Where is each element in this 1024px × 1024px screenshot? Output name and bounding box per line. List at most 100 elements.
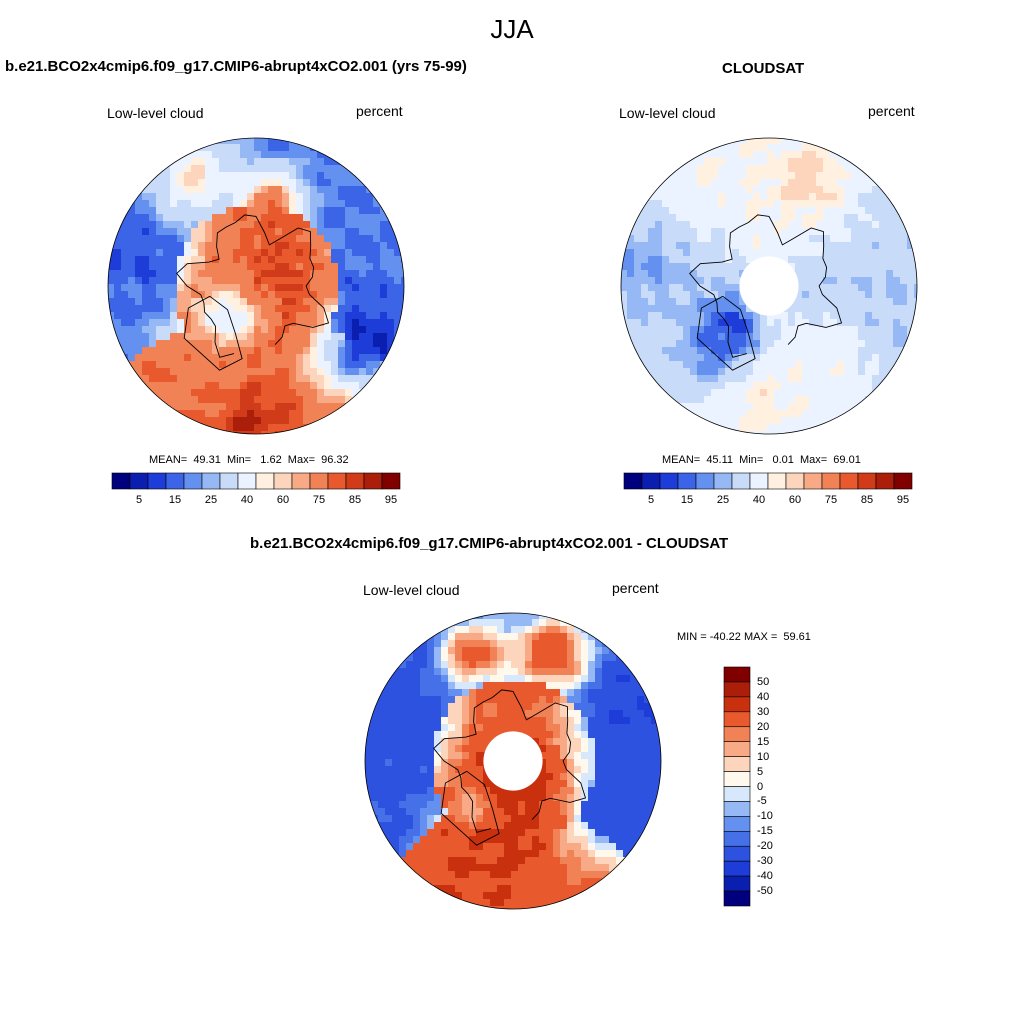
panel2-colorbar-swatch [623, 472, 643, 490]
panel2-colorbar-swatch [641, 472, 661, 490]
panel1-colorbar-swatch [345, 472, 365, 490]
panel3-colorbar-tick-label: -40 [757, 870, 773, 883]
panel2-colorbar-swatch [785, 472, 805, 490]
panel3-colorbar-swatch [723, 681, 751, 698]
panel1-colorbar-swatch [147, 472, 167, 490]
panel1-colorbar-swatch [129, 472, 149, 490]
panel1-stats: MEAN= 49.31 Min= 1.62 Max= 96.32 [149, 454, 349, 466]
panel3-colorbar-swatch [723, 771, 751, 787]
panel1-colorbar-tick-label: 75 [312, 494, 326, 506]
panel2-colorbar-swatch [893, 472, 913, 490]
panel2-title: CLOUDSAT [722, 60, 805, 77]
panel2-stats: MEAN= 45.11 Min= 0.01 Max= 69.01 [662, 454, 861, 466]
panel3-colorbar-swatch [723, 816, 751, 832]
panel2-map-boundary [620, 137, 918, 435]
panel1-colorbar-swatch [111, 472, 131, 490]
panel1-colorbar-labels: 5 15 25 40 60 75 85 95 [112, 494, 400, 508]
panel1-colorbar-svg [111, 472, 401, 490]
panel3-colorbar-swatch [723, 786, 751, 802]
panel1-field [108, 138, 404, 434]
panel3-colorbar-swatch [723, 831, 751, 847]
panel3-colorbar-tick-label: 10 [757, 750, 770, 763]
panel1-colorbar-swatch [327, 472, 347, 490]
panel2-colorbar-swatch [731, 472, 751, 490]
panel1-colorbar-swatch [363, 472, 383, 490]
panel1-colorbar-tick-label: 5 [135, 494, 143, 506]
panel2-colorbar-tick-label: 5 [647, 494, 655, 506]
panel2-units-label: percent [868, 103, 915, 119]
panel1-colorbar-swatch [255, 472, 275, 490]
panel3-colorbar-swatch [723, 741, 751, 757]
panel2-colorbar-tick-label: 60 [788, 494, 802, 506]
panel2-colorbar-swatch [821, 472, 841, 490]
panel2-field [621, 138, 917, 434]
panel1-colorbar-swatch [309, 472, 329, 490]
panel1-variable-label: Low-level cloud [107, 105, 204, 121]
panel3-colorbar-tick-label: 40 [757, 690, 770, 703]
panel1-colorbar-swatch [183, 472, 203, 490]
panel3-colorbar-tick-label: 15 [757, 735, 770, 748]
panel1-colorbar-swatch [291, 472, 311, 490]
panel3-colorbar-tick-label: 30 [757, 705, 770, 718]
panel1-colorbar-tick-label: 25 [204, 494, 218, 506]
panel2-coastlines [689, 214, 843, 371]
panel2-colorbar-swatch [875, 472, 895, 490]
panel3-polar-map [364, 612, 662, 910]
panel2-colorbar-swatch [695, 472, 715, 490]
panel1-colorbar-swatch [237, 472, 257, 490]
panel3-colorbar-swatch [723, 696, 751, 713]
panel3-colorbar-svg [723, 666, 751, 907]
panel2-colorbar [623, 472, 913, 490]
panel3-colorbar-tick-label: -30 [757, 855, 773, 868]
panel3-map-boundary [364, 612, 662, 910]
panel3-colorbar-swatch [723, 890, 751, 907]
panel2-colorbar-tick-label: 75 [824, 494, 838, 506]
panel1-colorbar [111, 472, 401, 490]
panel1-colorbar-tick-label: 60 [276, 494, 290, 506]
panel3-coastlines [433, 689, 587, 846]
panel3-units-label: percent [612, 580, 659, 596]
panel3-colorbar-swatch [723, 756, 751, 772]
panel1-colorbar-swatch [381, 472, 401, 490]
panel2-colorbar-swatch [659, 472, 679, 490]
panel3-colorbar-tick-label: 5 [757, 765, 764, 778]
panel3-missing-data-pole [483, 731, 543, 791]
panel3-colorbar-tick-label: -20 [757, 840, 773, 853]
panel3-colorbar-tick-label: -10 [757, 810, 773, 823]
panel3-colorbar-tick-label: -15 [757, 825, 773, 838]
panel2-polar-map [620, 137, 918, 435]
panel3-stats: MIN = -40.22 MAX = 59.61 [677, 631, 811, 643]
panel1-colorbar-tick-label: 95 [384, 494, 398, 506]
panel2-colorbar-swatch [803, 472, 823, 490]
panel3-colorbar-tick-label: 50 [757, 675, 770, 688]
panel3-title: b.e21.BCO2x4cmip6.f09_g17.CMIP6-abrupt4x… [250, 535, 729, 552]
panel1-colorbar-swatch [201, 472, 221, 490]
panel2-colorbar-swatch [677, 472, 697, 490]
panel3-colorbar [723, 666, 751, 907]
panel3-colorbar-tick-label: -50 [757, 885, 773, 898]
panel2-colorbar-swatch [767, 472, 787, 490]
panel3-variable-label: Low-level cloud [363, 582, 460, 598]
panel2-colorbar-tick-label: 85 [860, 494, 874, 506]
panel3-colorbar-tick-label: 20 [757, 720, 770, 733]
panel3-colorbar-swatch [723, 666, 751, 683]
panel2-colorbar-swatch [857, 472, 877, 490]
figure-title: JJA [490, 14, 534, 44]
panel2-colorbar-tick-label: 95 [896, 494, 910, 506]
panel3-colorbar-swatch [723, 875, 751, 892]
panel1-map-boundary [107, 137, 405, 435]
panel3-colorbar-tick-label: -5 [757, 795, 767, 808]
panel3-colorbar-swatch [723, 845, 751, 862]
panel3-colorbar-swatch [723, 711, 751, 728]
panel2-colorbar-svg [623, 472, 913, 490]
panel1-polar-map [107, 137, 405, 435]
panel1-coastlines [176, 214, 330, 371]
panel2-colorbar-swatch [749, 472, 769, 490]
panel2-colorbar-tick-label: 40 [752, 494, 766, 506]
panel2-variable-label: Low-level cloud [619, 105, 716, 121]
panel1-title: b.e21.BCO2x4cmip6.f09_g17.CMIP6-abrupt4x… [5, 58, 467, 75]
panel3-colorbar-swatch [723, 726, 751, 742]
panel2-colorbar-tick-label: 15 [680, 494, 694, 506]
panel2-colorbar-swatch [713, 472, 733, 490]
panel2-colorbar-swatch [839, 472, 859, 490]
